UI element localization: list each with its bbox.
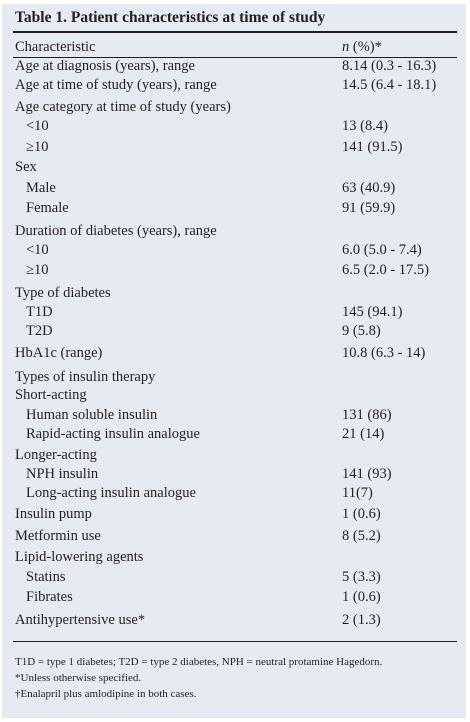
row-value: 14.5 (6.4 - 18.1)	[342, 77, 437, 93]
column-header-n: n	[342, 39, 350, 55]
row-label: Age at time of study (years), range	[15, 77, 217, 93]
row-label: Long-acting insulin analogue	[26, 485, 196, 501]
row-value: 1 (0.6)	[342, 589, 381, 605]
row-value: 21 (14)	[342, 426, 385, 442]
row-value: 2 (1.3)	[342, 612, 381, 628]
row-value: 6.5 (2.0 - 17.5)	[342, 262, 429, 278]
row-value: 11(7)	[342, 485, 373, 501]
column-header-unit: (%)*	[352, 39, 382, 55]
row-label: Rapid-acting insulin analogue	[26, 426, 200, 442]
row-label: Types of insulin therapy	[15, 369, 156, 385]
row-value: 6.0 (5.0 - 7.4)	[342, 242, 422, 258]
row-label: HbA1c (range)	[15, 345, 103, 361]
row-value: 145 (94.1)	[342, 304, 403, 320]
row-label: ≥10	[26, 262, 49, 278]
row-value: 131 (86)	[342, 407, 392, 423]
row-label: Sex	[15, 159, 37, 175]
column-header: n (%)*	[342, 37, 382, 57]
column-header: Characteristic	[15, 39, 96, 55]
row-label: Antihypertensive use*	[15, 612, 146, 628]
row-value: 9 (5.8)	[342, 323, 381, 339]
header-rule	[13, 57, 457, 58]
row-label: ≥10	[26, 139, 49, 155]
footnote: T1D = type 1 diabetes; T2D = type 2 diab…	[15, 656, 383, 668]
bottom-rule	[13, 641, 457, 642]
footnote: †Enalapril plus amlodipine in both cases…	[15, 688, 197, 700]
table-page: Table 1. Patient characteristics at time…	[2, 4, 466, 718]
row-value: 5 (3.3)	[342, 569, 381, 585]
row-label: Age at diagnosis (years), range	[15, 58, 195, 74]
row-value: 10.8 (6.3 - 14)	[342, 345, 426, 361]
row-label: <10	[26, 242, 49, 258]
row-label: Statins	[26, 569, 66, 585]
row-value: 13 (8.4)	[342, 118, 388, 134]
row-label: <10	[26, 118, 49, 134]
row-label: Male	[26, 180, 56, 196]
row-label: Duration of diabetes (years), range	[15, 223, 217, 239]
row-value: 8 (5.2)	[342, 528, 381, 544]
footnote: *Unless otherwise specified.	[15, 672, 142, 684]
row-label: Short-acting	[15, 387, 87, 403]
row-label: Type of diabetes	[15, 285, 111, 301]
row-label: Human soluble insulin	[26, 407, 158, 423]
row-label: Female	[26, 200, 69, 216]
table-title: Table 1. Patient characteristics at time…	[15, 9, 326, 26]
row-label: Longer-acting	[15, 447, 97, 463]
row-label: Age category at time of study (years)	[15, 99, 231, 115]
row-value: 141 (91.5)	[342, 139, 403, 155]
row-value: 91 (59.9)	[342, 200, 396, 216]
row-value: 63 (40.9)	[342, 180, 396, 196]
row-label: Lipid-lowering agents	[15, 549, 144, 565]
row-label: T2D	[26, 323, 53, 339]
row-label: Metformin use	[15, 528, 101, 544]
row-value: 8.14 (0.3 - 16.3)	[342, 58, 437, 74]
row-label: Insulin pump	[15, 506, 92, 522]
row-label: Fibrates	[26, 589, 73, 605]
top-rule	[13, 31, 457, 33]
row-value: 1 (0.6)	[342, 506, 381, 522]
row-label: NPH insulin	[26, 466, 99, 482]
row-label: T1D	[26, 304, 53, 320]
row-value: 141 (93)	[342, 466, 392, 482]
